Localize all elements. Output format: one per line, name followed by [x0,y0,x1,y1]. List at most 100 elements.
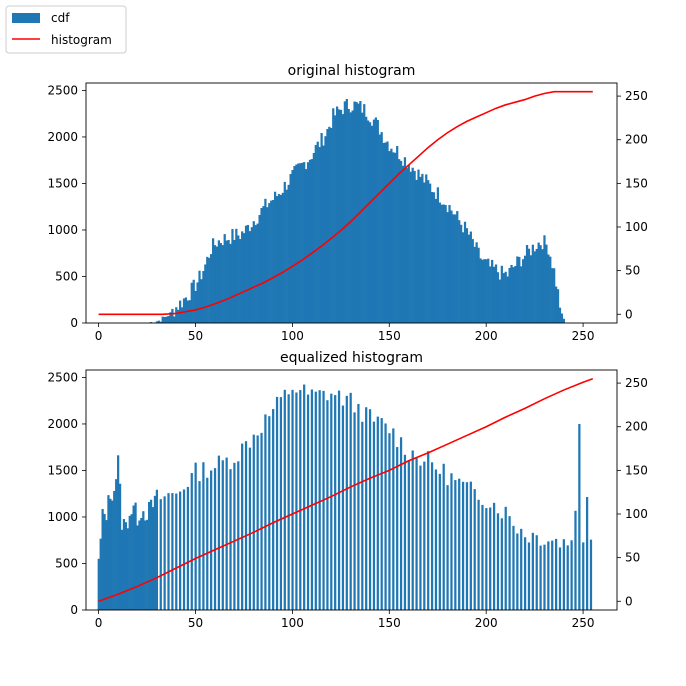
histogram-bar [560,313,564,323]
histogram-bar [285,189,288,323]
histogram-bar [225,240,228,323]
histogram-bar [520,528,523,610]
y2-tick-label: 100 [625,507,648,521]
histogram-bar [293,166,296,323]
histogram-bar [419,465,422,610]
histogram-bar [491,259,494,323]
histogram-bar [551,268,554,323]
axes-group: 0 50 100 150 200 2500500100015002000250005010… [47,369,648,630]
histogram-bar [446,485,449,610]
histogram-bar [363,104,366,323]
histogram-bar [423,461,426,610]
histogram-bar [260,432,263,610]
original-histogram-chart: original histogram 0 50 100 150 200 250050010… [47,63,647,343]
histogram-bar [337,390,341,610]
histogram-bar [442,463,445,610]
histogram-bar [494,264,498,323]
histogram-bar [167,316,170,323]
histogram-bar [461,232,465,323]
histogram-bar [283,181,286,323]
histogram-bar [411,450,414,610]
histogram-bar [523,537,527,610]
histogram-bar [138,520,141,610]
histogram-bar [213,245,217,323]
histogram-bar [304,169,308,323]
histogram-bar [157,320,160,323]
histogram-bar [392,152,395,323]
histogram-bar [510,264,513,323]
histogram-bar [438,202,441,323]
histogram-bar [469,231,472,323]
histogram-bar [103,513,106,610]
histogram-bar [574,510,577,610]
histogram-bar [151,507,155,610]
histogram-bar [365,407,368,610]
histogram-bar [473,489,476,610]
histogram-bar [403,157,407,323]
histogram-bar [452,214,455,323]
histogram-bar [117,455,120,610]
histogram-bar [582,542,585,610]
histogram-bar [392,428,395,610]
histogram-bar [208,257,211,323]
histogram-bar [516,533,519,610]
x-tick-label: 50 [188,329,203,343]
histogram-bar [376,416,379,610]
histogram-bar [390,148,393,323]
histogram-bar [225,457,228,610]
histogram-bar [492,266,496,323]
histogram-bar [388,151,391,323]
histogram-bar [273,191,277,323]
legend-cdf-swatch [12,13,40,23]
histogram-bar [163,316,166,323]
histogram-bar [264,414,267,610]
histogram-bar [585,496,589,610]
histogram-bar [196,282,199,323]
histogram-bar [409,171,412,323]
histogram-bar [310,159,314,323]
histogram-bar [279,397,283,610]
axes-group: 0 50 100 150 200 2500500100015002000250005010… [47,82,648,343]
histogram-bar [113,490,116,610]
histogram-bar [372,421,376,610]
histogram-bar [190,473,193,610]
histogram-bar [349,392,352,610]
histogram-bar [444,205,447,323]
x-tick-label: 0 [95,616,103,630]
histogram-bar [211,238,215,323]
histogram-bar [479,258,482,323]
histogram-bar [471,239,474,323]
histogram-bar [458,478,461,610]
histogram-bar [496,513,500,610]
histogram-bar [295,164,298,323]
histogram-bar [171,308,174,323]
y-tick-label: 2500 [47,370,78,384]
histogram-bar [539,545,542,610]
histogram-bar [277,194,281,323]
chart-title: original histogram [288,63,416,79]
y2-tick-label: 150 [625,463,648,477]
histogram-bar [221,245,224,323]
histogram-bar [149,499,153,610]
histogram-bar [562,539,565,610]
histogram-bar [450,210,453,323]
histogram-bar [353,412,356,610]
histogram-bar [144,520,147,610]
histogram-bar [401,165,405,323]
histogram-bar [489,507,492,610]
histogram-bar [175,493,178,610]
histogram-bar [566,545,569,610]
histogram-bar [520,266,523,323]
histogram-bar [461,481,465,610]
histogram-bar [279,194,283,323]
histogram-bar [161,316,164,323]
histogram-bar [430,462,434,610]
histogram-bar [111,500,114,610]
histogram-bar [336,106,339,323]
histogram-bar [396,146,399,323]
histogram-bar [345,395,348,610]
x-tick-label: 200 [475,329,498,343]
histogram-bar [347,108,350,324]
histogram-bar [169,312,172,323]
histogram-bar [206,477,209,610]
